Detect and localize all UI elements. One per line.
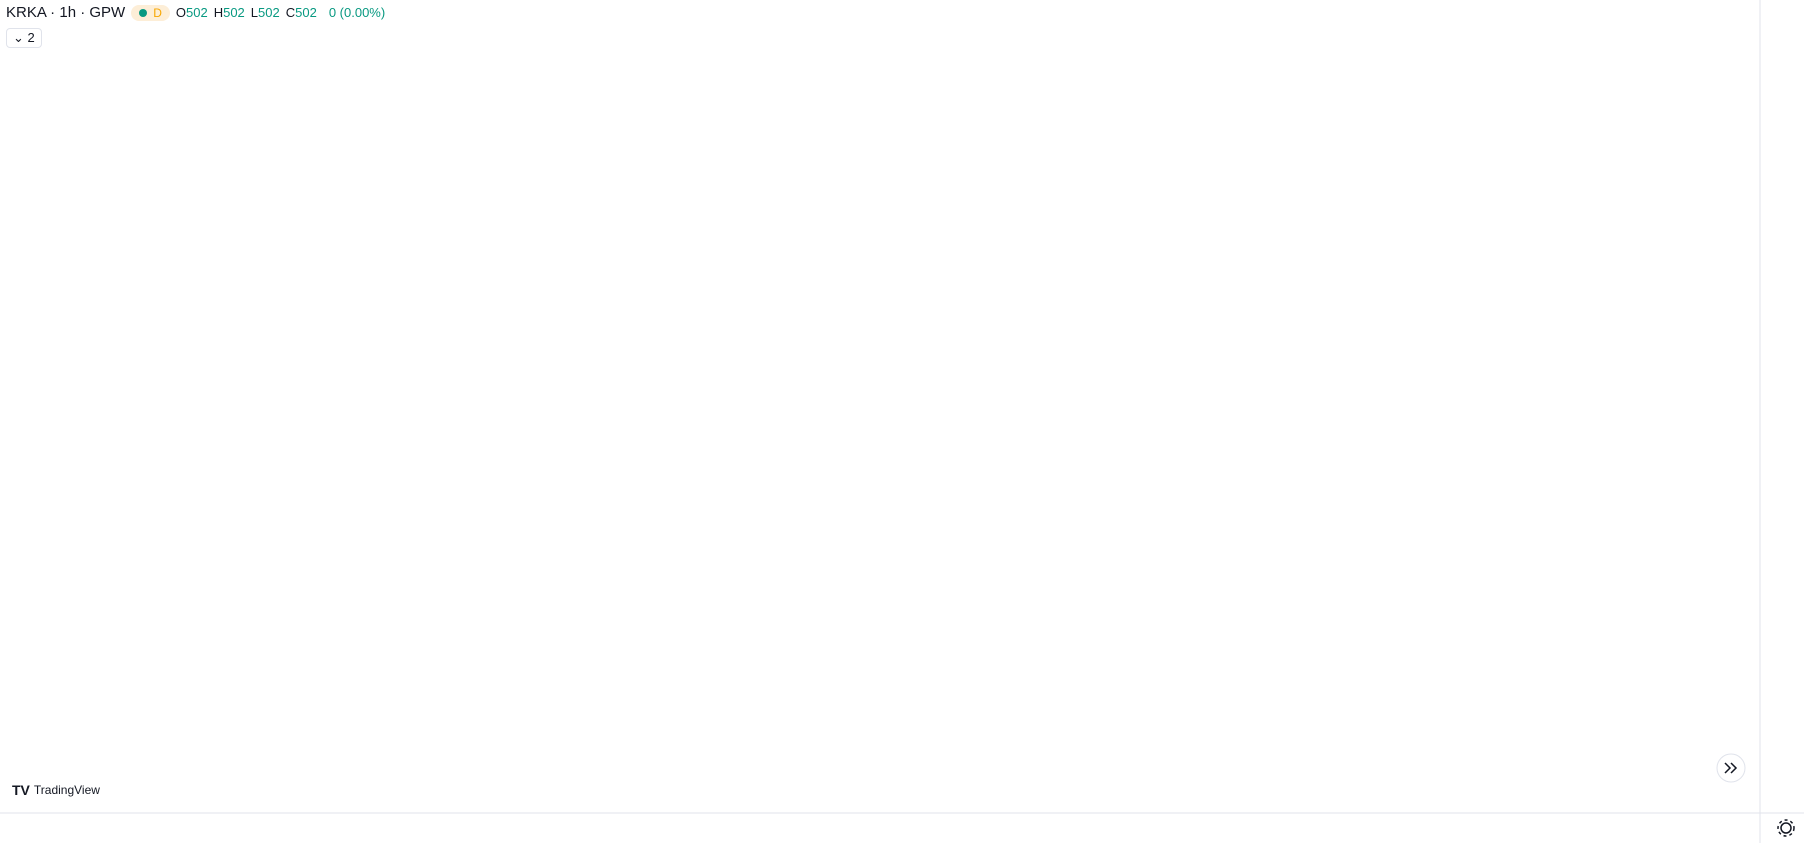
toggle-count: 2 [27,30,35,45]
symbol[interactable]: KRKA · 1h · GPW [6,4,126,21]
change: 0 (0.00%) [328,5,386,20]
quote-label: C [285,5,296,20]
quote-value: 502 [295,5,317,20]
badge-text: D [153,5,162,20]
settings-button[interactable] [1777,819,1795,837]
quote: O502 H502 L502 C502 [176,4,323,21]
header: KRKA · 1h · GPW D O502 H502 L502 C502 0 (0.… [6,4,385,21]
brand-text: TradingView [33,783,100,797]
quote-value: 502 [223,5,245,20]
brand-logo[interactable]: TV TradingView [6,778,106,802]
scroll-button[interactable] [1716,753,1746,783]
quote-label: O [175,5,186,20]
quote-label: H [213,5,224,20]
quote-label: L [250,5,259,20]
collapse-toggle[interactable]: ⌄ 2 [6,28,42,48]
quote-value: 502 [186,5,208,20]
status-badge[interactable]: D [131,4,170,21]
quote-value: 502 [258,5,280,20]
